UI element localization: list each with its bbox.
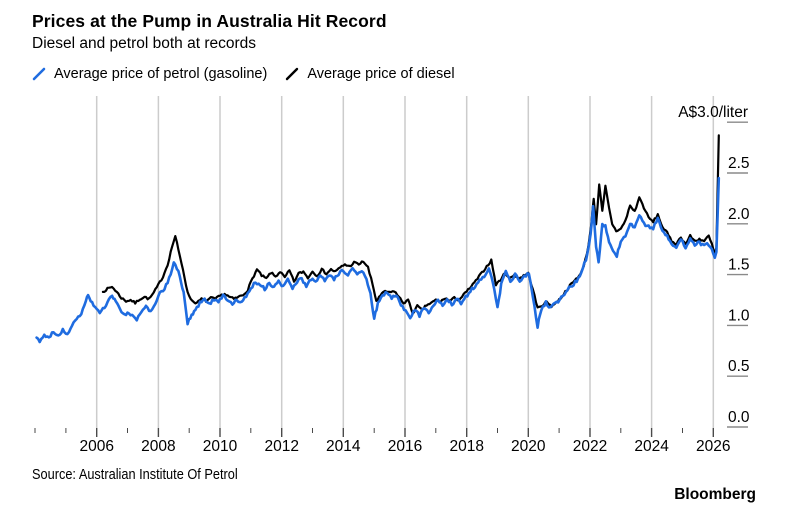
x-tick-label: 2006: [79, 438, 113, 455]
diesel-price-line: [101, 134, 720, 315]
y-tick-label: 0.5: [728, 358, 750, 375]
legend-item-diesel: Average price of diesel: [285, 66, 455, 82]
x-tick-label: 2018: [449, 438, 483, 455]
x-tick-label: 2020: [511, 438, 546, 455]
y-tick-label: 1.5: [728, 257, 750, 274]
source-note: Source: Australian Institute Of Petrol: [32, 467, 238, 483]
x-tick-label: 2016: [388, 438, 422, 455]
x-tick-label: 2008: [141, 438, 175, 455]
x-tick-label: 2024: [634, 438, 669, 455]
petrol-price-line: [35, 176, 721, 344]
x-tick-label: 2010: [203, 438, 238, 455]
legend-label-diesel: Average price of diesel: [307, 66, 455, 82]
y-axis-unit-label: A$3.0/liter: [678, 104, 748, 121]
petrol-line-swatch-icon: [32, 67, 46, 81]
legend: Average price of petrol (gasoline) Avera…: [32, 66, 455, 82]
legend-label-petrol: Average price of petrol (gasoline): [54, 66, 268, 82]
legend-item-petrol: Average price of petrol (gasoline): [32, 66, 267, 82]
bloomberg-logo: Bloomberg: [674, 486, 756, 503]
x-tick-label: 2012: [264, 438, 298, 455]
y-tick-label: 1.0: [728, 307, 750, 324]
x-tick-label: 2014: [326, 438, 361, 455]
x-tick-label: 2022: [573, 438, 607, 455]
chart-title: Prices at the Pump in Australia Hit Reco…: [32, 11, 387, 31]
chart-subtitle: Diesel and petrol both at records: [32, 35, 257, 52]
diesel-line-swatch-icon: [286, 67, 299, 81]
y-tick-label: 0.0: [728, 409, 750, 426]
y-tick-label: 2.5: [728, 155, 750, 172]
y-tick-label: 2.0: [728, 206, 750, 223]
x-tick-label: 2026: [696, 438, 730, 455]
